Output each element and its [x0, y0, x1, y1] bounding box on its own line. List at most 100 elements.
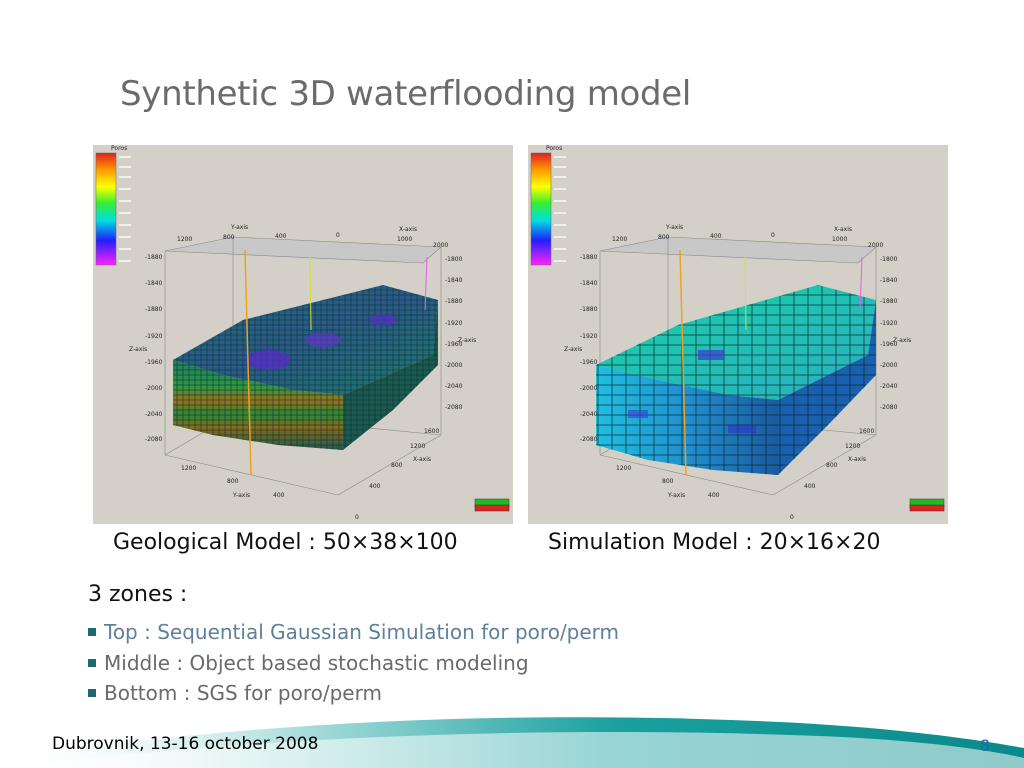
svg-text:-2080: -2080	[445, 404, 463, 411]
svg-text:0: 0	[336, 232, 340, 239]
slide-title: Synthetic 3D waterflooding model	[120, 74, 692, 114]
svg-text:-2000: -2000	[880, 362, 898, 369]
z-right-ticks: -1800 -1840 -1880 -1920 -1960 -2000 -204…	[880, 256, 898, 411]
svg-text:-2080: -2080	[880, 404, 898, 411]
svg-text:-1880: -1880	[580, 306, 598, 313]
geological-model-block	[173, 285, 438, 450]
svg-text:-1880: -1880	[445, 298, 463, 305]
z-axis-title: Z-axis	[129, 346, 147, 353]
svg-text:2000: 2000	[433, 242, 448, 249]
svg-text:-1920: -1920	[880, 320, 898, 327]
z-axis-title-right: Z-axis	[893, 337, 911, 344]
svg-text:800: 800	[662, 478, 674, 485]
svg-text:-1960: -1960	[145, 359, 163, 366]
x-top-ticks: 1000 2000	[397, 236, 448, 249]
x-axis-title: X-axis	[399, 226, 417, 233]
geological-model-caption: Geological Model : 50×38×100	[113, 530, 458, 555]
svg-text:-1960: -1960	[880, 341, 898, 348]
simulation-model-caption: Simulation Model : 20×16×20	[548, 530, 881, 555]
axis-box	[164, 236, 442, 496]
svg-text:400: 400	[273, 492, 285, 499]
y-bottom-ticks: 1200 800 400	[616, 465, 720, 499]
color-legend: Poros	[95, 145, 131, 266]
y-top-ticks: 1200 800 400 0	[612, 232, 775, 243]
svg-text:1200: 1200	[616, 465, 631, 472]
svg-text:400: 400	[710, 233, 722, 240]
svg-text:-2080: -2080	[580, 436, 598, 443]
svg-text:-1840: -1840	[580, 280, 598, 287]
svg-text:1200: 1200	[845, 443, 860, 450]
svg-text:-1880: -1880	[580, 254, 598, 261]
svg-text:-1920: -1920	[445, 320, 463, 327]
svg-text:400: 400	[275, 233, 287, 240]
svg-text:-2040: -2040	[145, 411, 163, 418]
svg-text:-2040: -2040	[880, 383, 898, 390]
legend-title: Poros	[546, 145, 562, 152]
z-left-ticks: -1880 -1840 -1880 -1920 -1960 -2000 -204…	[580, 254, 598, 443]
simulation-model-figure: Poros	[528, 145, 948, 524]
svg-text:-1880: -1880	[145, 306, 163, 313]
y-axis-title: Y-axis	[230, 224, 248, 231]
svg-text:400: 400	[708, 492, 720, 499]
svg-text:-2000: -2000	[145, 385, 163, 392]
y-axis-title-bottom: Y-axis	[667, 492, 685, 499]
svg-text:-2000: -2000	[580, 385, 598, 392]
x-axis-title: X-axis	[834, 226, 852, 233]
svg-text:-1960: -1960	[580, 359, 598, 366]
x-bottom-ticks: 1600 1200 800 400 0	[790, 428, 874, 521]
y-axis-title-bottom: Y-axis	[232, 492, 250, 499]
legend-title: Poros	[111, 145, 127, 152]
svg-text:-1840: -1840	[445, 277, 463, 284]
svg-text:-1800: -1800	[880, 256, 898, 263]
svg-text:0: 0	[771, 232, 775, 239]
svg-text:-2000: -2000	[445, 362, 463, 369]
svg-text:800: 800	[223, 234, 235, 241]
svg-text:1000: 1000	[832, 236, 847, 243]
svg-text:800: 800	[391, 462, 403, 469]
simulation-model-3d-plot: Poros	[530, 145, 945, 521]
list-item: Top : Sequential Gaussian Simulation for…	[88, 617, 619, 648]
svg-text:1600: 1600	[424, 428, 439, 435]
svg-text:400: 400	[369, 483, 381, 490]
zones-heading: 3 zones :	[88, 582, 188, 607]
svg-text:-1960: -1960	[445, 341, 463, 348]
footer-location-date: Dubrovnik, 13-16 october 2008	[52, 734, 319, 754]
svg-text:-1920: -1920	[145, 333, 163, 340]
footer-wave-decoration	[0, 717, 1024, 768]
color-legend: Poros	[530, 145, 566, 266]
svg-text:-1920: -1920	[580, 333, 598, 340]
orientation-cube-icon	[474, 498, 510, 512]
y-bottom-ticks: 1200 800 400	[181, 465, 285, 499]
svg-text:-1840: -1840	[145, 280, 163, 287]
square-bullet-icon	[88, 658, 96, 667]
svg-text:800: 800	[658, 234, 670, 241]
svg-text:1200: 1200	[177, 236, 192, 243]
x-top-ticks: 1000 2000	[832, 236, 883, 249]
svg-text:800: 800	[227, 478, 239, 485]
svg-text:400: 400	[804, 483, 816, 490]
svg-text:1000: 1000	[397, 236, 412, 243]
geological-model-figure: Poros	[93, 145, 513, 524]
square-bullet-icon	[88, 628, 96, 636]
simulation-model-block	[596, 285, 876, 475]
zones-list: Top : Sequential Gaussian Simulation for…	[88, 617, 619, 709]
svg-text:-1880: -1880	[145, 254, 163, 261]
svg-text:1200: 1200	[181, 465, 196, 472]
svg-text:800: 800	[826, 462, 838, 469]
z-axis-title-right: Z-axis	[458, 337, 476, 344]
svg-text:0: 0	[355, 514, 359, 521]
z-left-ticks: -1880 -1840 -1880 -1920 -1960 -2000 -204…	[145, 254, 163, 443]
y-axis-title: Y-axis	[665, 224, 683, 231]
x-bottom-ticks: 1600 1200 800 400 0	[355, 428, 439, 521]
svg-text:-2040: -2040	[445, 383, 463, 390]
svg-text:2000: 2000	[868, 242, 883, 249]
svg-text:-2080: -2080	[145, 436, 163, 443]
svg-text:-1800: -1800	[445, 256, 463, 263]
svg-text:0: 0	[790, 514, 794, 521]
x-axis-title-bottom: X-axis	[413, 456, 431, 463]
svg-text:-1840: -1840	[880, 277, 898, 284]
page-number: 8	[979, 736, 990, 755]
orientation-cube-icon	[909, 498, 945, 512]
square-bullet-icon	[88, 689, 96, 697]
svg-text:1200: 1200	[612, 236, 627, 243]
